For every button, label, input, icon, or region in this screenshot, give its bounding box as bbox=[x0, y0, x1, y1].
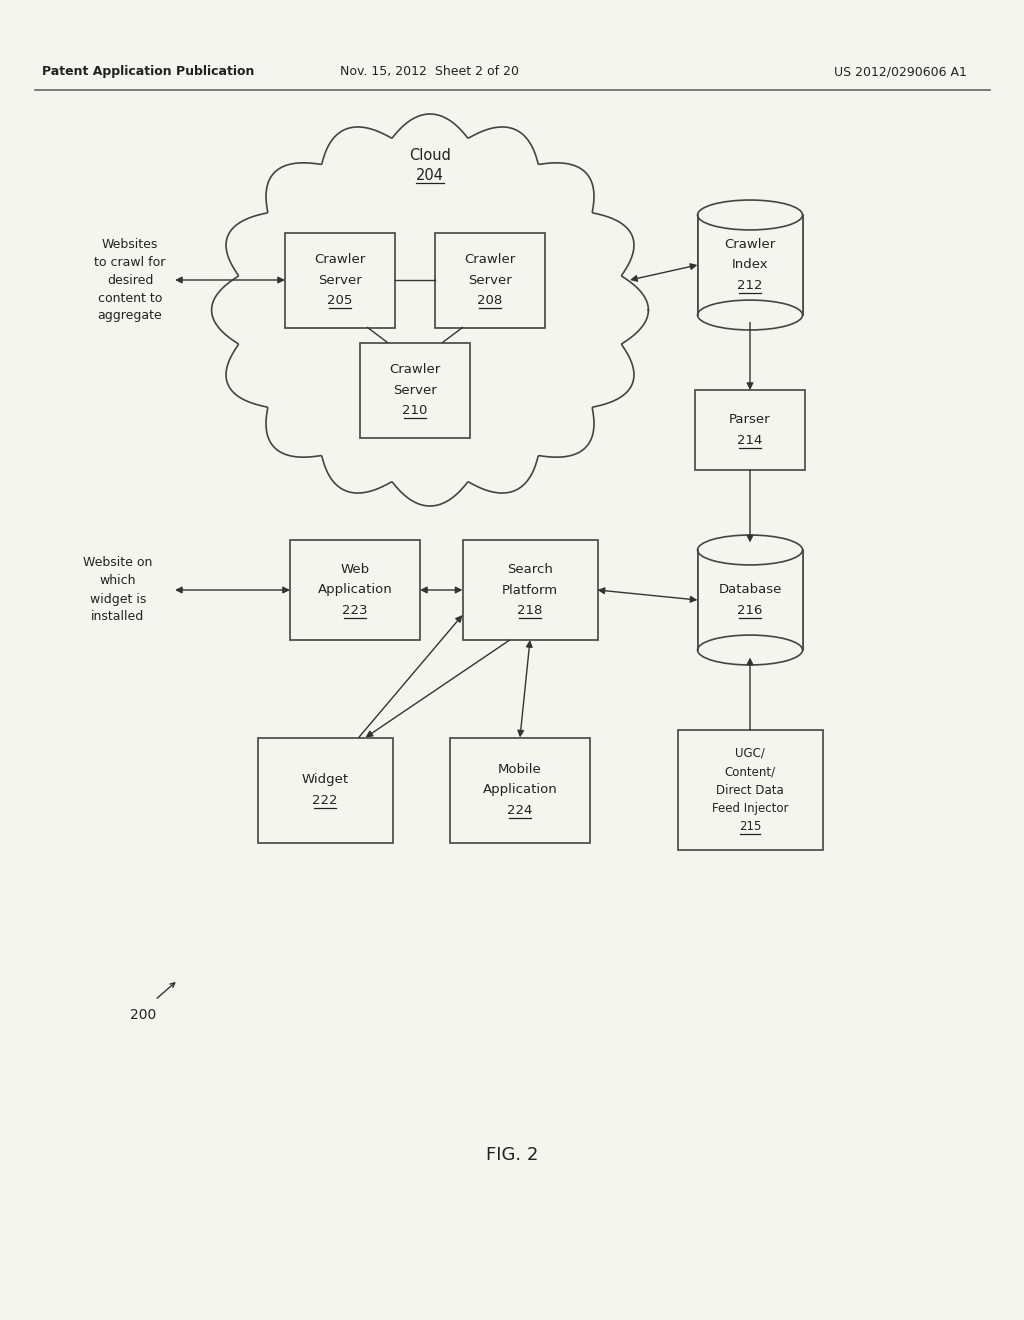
Text: Crawler: Crawler bbox=[464, 253, 516, 267]
Ellipse shape bbox=[697, 201, 803, 230]
Ellipse shape bbox=[697, 535, 803, 565]
Text: US 2012/0290606 A1: US 2012/0290606 A1 bbox=[834, 66, 967, 78]
Text: 210: 210 bbox=[402, 404, 428, 417]
Bar bbox=[463, 540, 597, 640]
Text: Websites
to crawl for
desired
content to
aggregate: Websites to crawl for desired content to… bbox=[94, 238, 166, 322]
Text: 215: 215 bbox=[738, 820, 761, 833]
Text: Web: Web bbox=[340, 564, 370, 576]
Text: Parser: Parser bbox=[729, 413, 771, 426]
Text: Website on
which
widget is
installed: Website on which widget is installed bbox=[83, 557, 153, 623]
Text: 216: 216 bbox=[737, 603, 763, 616]
Text: Platform: Platform bbox=[502, 583, 558, 597]
Text: 204: 204 bbox=[416, 168, 444, 182]
Text: Server: Server bbox=[468, 273, 512, 286]
Text: Direct Data: Direct Data bbox=[716, 784, 784, 796]
Bar bbox=[257, 738, 392, 842]
Bar bbox=[360, 342, 470, 437]
Text: Application: Application bbox=[317, 583, 392, 597]
Text: 223: 223 bbox=[342, 605, 368, 616]
Text: 222: 222 bbox=[312, 793, 338, 807]
Text: Crawler: Crawler bbox=[389, 363, 440, 376]
Text: Crawler: Crawler bbox=[724, 238, 775, 251]
Text: Feed Injector: Feed Injector bbox=[712, 801, 788, 814]
Text: 200: 200 bbox=[130, 1008, 156, 1022]
Text: UGC/: UGC/ bbox=[735, 747, 765, 760]
Text: Mobile: Mobile bbox=[498, 763, 542, 776]
Text: FIG. 2: FIG. 2 bbox=[485, 1146, 539, 1164]
Bar bbox=[697, 215, 803, 315]
Text: Application: Application bbox=[482, 784, 557, 796]
Text: 205: 205 bbox=[328, 294, 352, 308]
Text: 218: 218 bbox=[517, 605, 543, 616]
Text: 208: 208 bbox=[477, 294, 503, 308]
Text: 214: 214 bbox=[737, 434, 763, 446]
Bar bbox=[697, 550, 803, 649]
Text: Cloud: Cloud bbox=[409, 148, 451, 162]
Text: 212: 212 bbox=[737, 279, 763, 292]
Text: Widget: Widget bbox=[301, 774, 348, 787]
Text: Server: Server bbox=[318, 273, 361, 286]
Text: Nov. 15, 2012  Sheet 2 of 20: Nov. 15, 2012 Sheet 2 of 20 bbox=[341, 66, 519, 78]
Bar bbox=[290, 540, 420, 640]
Bar bbox=[678, 730, 822, 850]
Bar bbox=[435, 232, 545, 327]
Ellipse shape bbox=[697, 300, 803, 330]
Bar bbox=[695, 389, 805, 470]
Text: Database: Database bbox=[718, 583, 781, 597]
Bar bbox=[285, 232, 395, 327]
Text: Patent Application Publication: Patent Application Publication bbox=[42, 66, 254, 78]
Text: Server: Server bbox=[393, 384, 437, 396]
Ellipse shape bbox=[697, 635, 803, 665]
Text: Index: Index bbox=[732, 259, 768, 272]
Text: Content/: Content/ bbox=[724, 766, 775, 779]
Text: Crawler: Crawler bbox=[314, 253, 366, 267]
Text: Search: Search bbox=[507, 564, 553, 576]
Polygon shape bbox=[212, 114, 648, 506]
Text: 224: 224 bbox=[507, 804, 532, 817]
Bar bbox=[450, 738, 590, 842]
